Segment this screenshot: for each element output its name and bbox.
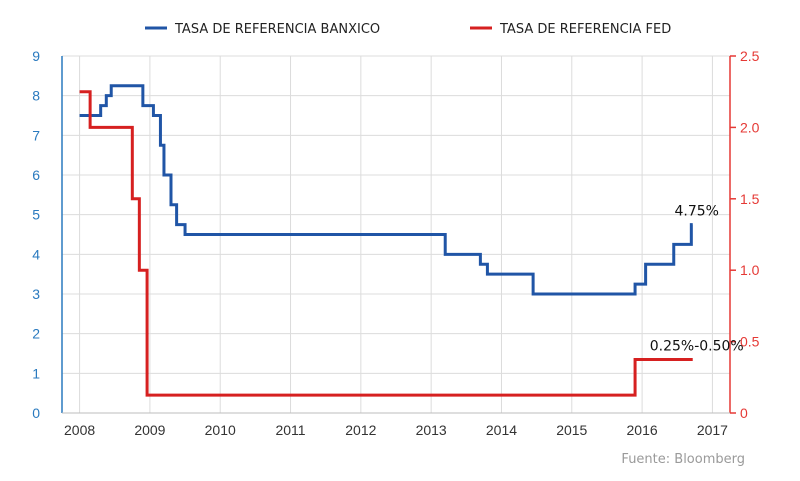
left-tick-label: 6 <box>32 167 40 183</box>
end-label-fed: 0.25%-0.50% <box>650 338 744 354</box>
x-tick-label: 2014 <box>486 422 517 438</box>
left-tick-label: 5 <box>32 207 40 223</box>
left-tick-label: 7 <box>32 127 40 143</box>
x-tick-label: 2008 <box>64 422 95 438</box>
right-tick-label: 0 <box>740 405 748 421</box>
right-tick-label: 2.0 <box>740 119 760 135</box>
right-tick-label: 1.5 <box>740 191 760 207</box>
left-tick-label: 2 <box>32 326 40 342</box>
right-tick-label: 0.5 <box>740 334 760 350</box>
left-axis: 0 1 2 3 4 5 6 7 8 9 <box>32 48 63 421</box>
legend-label-fed: TASA DE REFERENCIA FED <box>499 22 671 37</box>
legend: TASA DE REFERENCIA BANXICO TASA DE REFERE… <box>145 22 671 37</box>
legend-label-banxico: TASA DE REFERENCIA BANXICO <box>174 22 380 37</box>
series <box>79 84 693 397</box>
left-tick-label: 8 <box>32 88 40 104</box>
series-line-fed <box>79 90 693 397</box>
x-tick-label: 2015 <box>556 422 587 438</box>
right-tick-label: 1.0 <box>740 262 760 278</box>
annotations: 4.75% 0.25%-0.50% <box>650 204 744 355</box>
x-tick-label: 2009 <box>134 422 165 438</box>
left-tick-label: 1 <box>32 365 40 381</box>
left-tick-label: 4 <box>32 246 40 262</box>
x-tick-label: 2010 <box>205 422 236 438</box>
right-axis: 0 0.5 1.0 1.5 2.0 2.5 <box>729 48 760 421</box>
x-tick-label: 2016 <box>627 422 658 438</box>
left-tick-label: 9 <box>32 48 40 64</box>
left-tick-label: 0 <box>32 405 40 421</box>
left-tick-label: 3 <box>32 286 40 302</box>
x-tick-label: 2012 <box>345 422 376 438</box>
series-line-banxico <box>79 84 693 296</box>
x-tick-label: 2013 <box>416 422 447 438</box>
source-label: Fuente: Bloomberg <box>621 452 745 467</box>
end-label-banxico: 4.75% <box>674 204 718 220</box>
x-axis: 2008 2009 2010 2011 2012 2013 2014 2015 2016 2017 <box>62 412 730 438</box>
x-tick-label: 2017 <box>697 422 728 438</box>
right-tick-label: 2.5 <box>740 48 760 64</box>
x-tick-label: 2011 <box>275 422 305 438</box>
